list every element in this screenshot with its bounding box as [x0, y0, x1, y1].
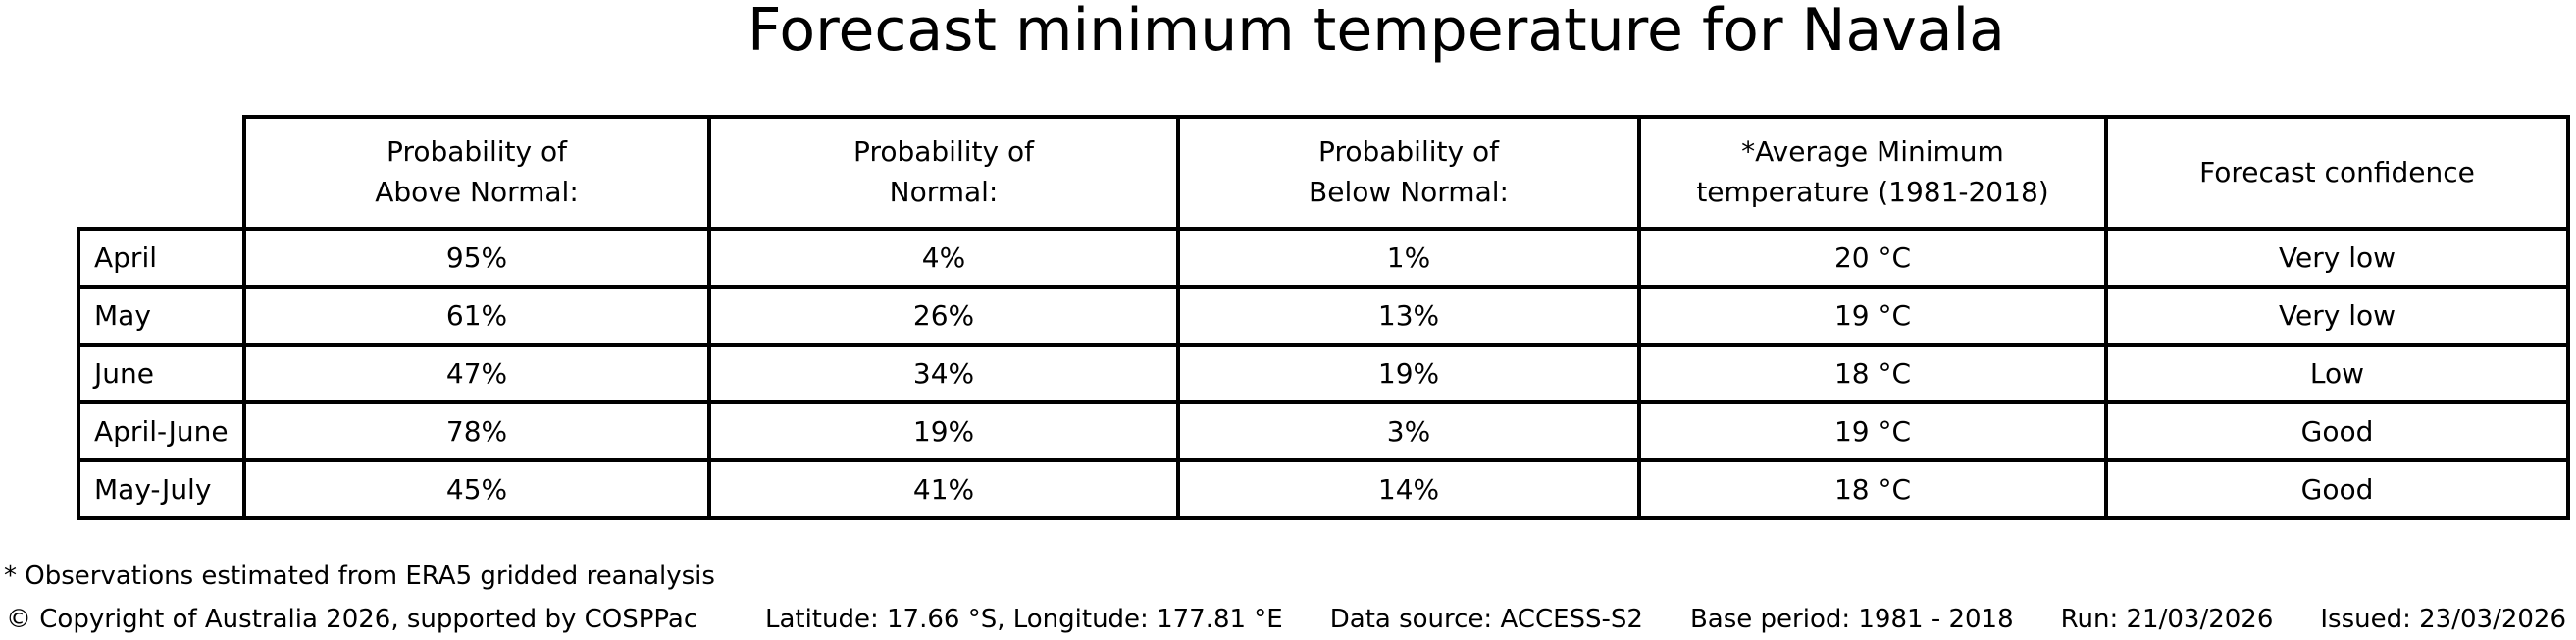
cell-avg-min-temp: 19 °C	[1637, 285, 2108, 347]
page-title: Forecast minimum temperature for Navala	[747, 0, 2005, 65]
col-header-below-normal: Probability of Below Normal:	[1176, 115, 1641, 231]
cell-above-normal: 61%	[242, 285, 711, 347]
cell-above-normal: 45%	[242, 458, 711, 520]
cell-above-normal: 95%	[242, 227, 711, 289]
row-label: June	[77, 343, 246, 404]
cell-above-normal: 78%	[242, 400, 711, 462]
cell-confidence: Low	[2104, 343, 2570, 404]
cell-confidence: Very low	[2104, 227, 2570, 289]
cell-normal: 41%	[707, 458, 1180, 520]
cell-below-normal: 1%	[1176, 227, 1641, 289]
observations-footnote: * Observations estimated from ERA5 gridd…	[4, 561, 715, 591]
corner-cell	[78, 117, 244, 229]
table-row-may-july: May-July 45% 41% 14% 18 °C Good	[77, 458, 2570, 520]
run-date-text: Run: 21/03/2026	[2060, 605, 2274, 634]
cell-below-normal: 14%	[1176, 458, 1641, 520]
row-label: May	[77, 285, 246, 347]
col-header-normal: Probability of Normal:	[707, 115, 1180, 231]
table-row-june: June 47% 34% 19% 18 °C Low	[77, 343, 2570, 404]
table-row-may: May 61% 26% 13% 19 °C Very low	[77, 285, 2570, 347]
col-header-above-normal: Probability of Above Normal:	[242, 115, 711, 231]
col-header-avg-min-temp: *Average Minimum temperature (1981-2018)	[1637, 115, 2108, 231]
table-row-april-june: April-June 78% 19% 3% 19 °C Good	[77, 400, 2570, 462]
copyright-text: © Copyright of Australia 2026, supported…	[6, 605, 698, 634]
header-row: Probability of Above Normal: Probability…	[78, 115, 2570, 231]
row-label: May-July	[77, 458, 246, 520]
cell-below-normal: 13%	[1176, 285, 1641, 347]
cell-avg-min-temp: 18 °C	[1637, 343, 2108, 404]
col-header-forecast-confidence: Forecast confidence	[2104, 115, 2570, 231]
cell-avg-min-temp: 18 °C	[1637, 458, 2108, 520]
footer-bar: © Copyright of Australia 2026, supported…	[6, 605, 2566, 634]
table-row-april: April 95% 4% 1% 20 °C Very low	[77, 227, 2570, 289]
issued-date-text: Issued: 23/03/2026	[2320, 605, 2566, 634]
cell-avg-min-temp: 20 °C	[1637, 227, 2108, 289]
cell-confidence: Good	[2104, 458, 2570, 520]
base-period-text: Base period: 1981 - 2018	[1689, 605, 2014, 634]
cell-normal: 19%	[707, 400, 1180, 462]
footer-metadata: Latitude: 17.66 °S, Longitude: 177.81 °E…	[765, 605, 2566, 634]
cell-avg-min-temp: 19 °C	[1637, 400, 2108, 462]
cell-confidence: Good	[2104, 400, 2570, 462]
cell-normal: 26%	[707, 285, 1180, 347]
cell-normal: 4%	[707, 227, 1180, 289]
forecast-table: Probability of Above Normal: Probability…	[77, 115, 2570, 520]
location-text: Latitude: 17.66 °S, Longitude: 177.81 °E	[764, 605, 1283, 634]
cell-below-normal: 19%	[1176, 343, 1641, 404]
cell-normal: 34%	[707, 343, 1180, 404]
cell-below-normal: 3%	[1176, 400, 1641, 462]
row-label: April	[77, 227, 246, 289]
row-label: April-June	[77, 400, 246, 462]
data-source-text: Data source: ACCESS-S2	[1329, 605, 1643, 634]
cell-confidence: Very low	[2104, 285, 2570, 347]
cell-above-normal: 47%	[242, 343, 711, 404]
